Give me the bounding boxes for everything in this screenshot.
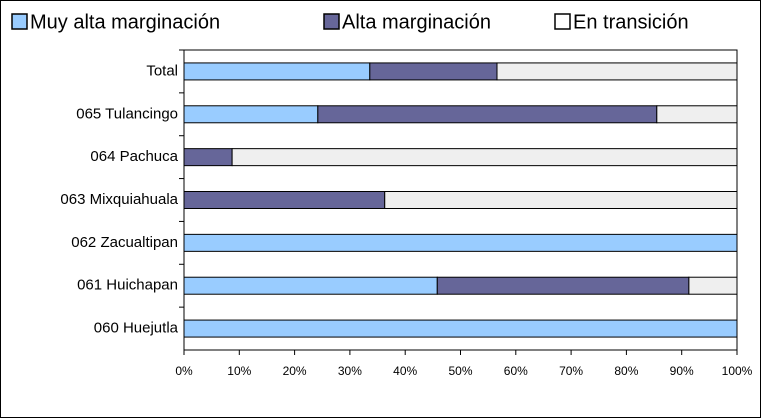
- bar-segment: [183, 148, 233, 167]
- x-tick-label: 80%: [614, 364, 638, 378]
- x-tick-label: 90%: [670, 364, 694, 378]
- x-tick-label: 40%: [393, 364, 417, 378]
- x-tick-label: 10%: [227, 364, 251, 378]
- bar-segment: [656, 105, 738, 124]
- y-tick-label: 065 Tulancingo: [76, 105, 178, 122]
- y-tick-label: 062 Zacualtipan: [71, 234, 178, 251]
- x-tick-label: 0%: [175, 364, 193, 378]
- y-tick-label: Total: [146, 62, 178, 79]
- bar-segment: [183, 233, 738, 252]
- x-tick-label: 70%: [559, 364, 583, 378]
- bar-segment: [183, 319, 738, 338]
- x-tick-label: 50%: [448, 364, 472, 378]
- bar-segment: [496, 62, 738, 81]
- x-tick-label: 20%: [283, 364, 307, 378]
- bar-segment: [436, 276, 690, 295]
- bar-segment: [369, 62, 498, 81]
- y-tick-label: 060 Huejutla: [94, 320, 179, 337]
- bar-segment: [183, 191, 386, 209]
- bar-segment: [231, 148, 738, 167]
- x-tick-label: 30%: [338, 364, 362, 378]
- bar-segment: [183, 105, 319, 124]
- legend-swatch: [554, 13, 571, 30]
- bar-segment: [317, 105, 658, 124]
- legend-swatch: [11, 13, 28, 30]
- bar-segment: [183, 62, 371, 81]
- x-tick-label: 60%: [504, 364, 528, 378]
- legend-label: Alta marginación: [342, 11, 491, 33]
- x-tick-label: 100%: [722, 364, 753, 378]
- legend-swatch: [323, 13, 340, 30]
- bar-segment: [384, 191, 738, 209]
- legend-label: En transición: [573, 11, 689, 33]
- y-tick-label: 061 Huichapan: [77, 277, 178, 294]
- bar-segment: [183, 276, 438, 295]
- legend-label: Muy alta marginación: [30, 11, 220, 33]
- y-tick-label: 064 Pachuca: [90, 148, 178, 165]
- y-tick-label: 063 Mixquiahuala: [60, 191, 178, 208]
- bar-segment: [688, 276, 738, 295]
